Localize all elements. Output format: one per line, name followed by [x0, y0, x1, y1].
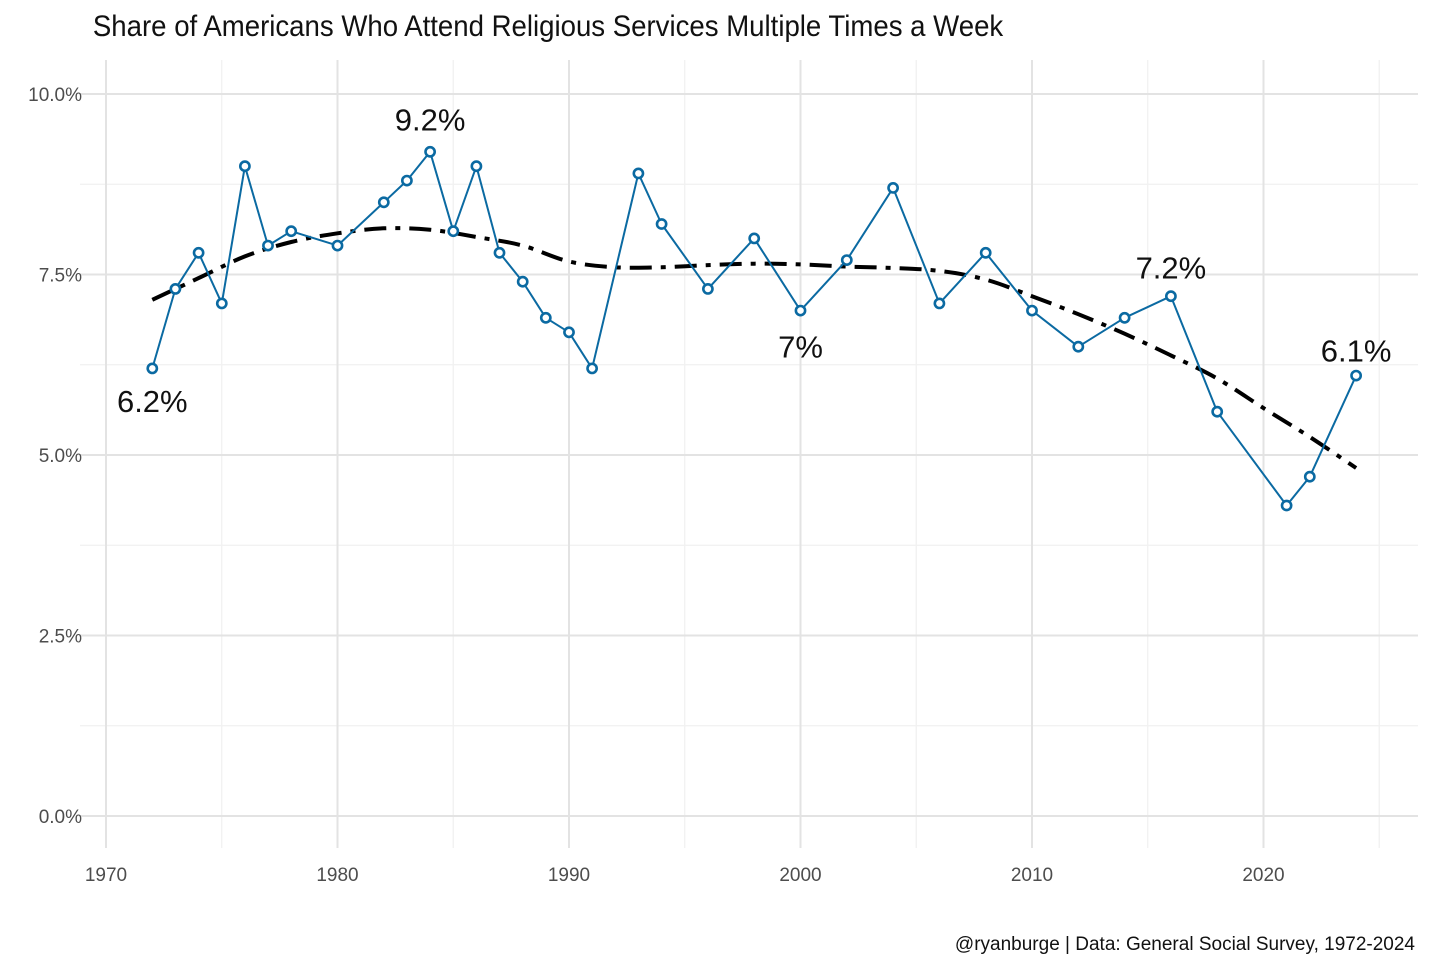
data-point	[586, 362, 598, 375]
data-point	[840, 254, 853, 266]
data-point	[447, 225, 460, 238]
data-point	[1026, 304, 1038, 317]
data-point	[1350, 369, 1362, 382]
data-point	[794, 304, 807, 317]
x-tick-label: 1980	[316, 865, 358, 886]
data-line	[151, 150, 1358, 507]
data-point	[470, 160, 483, 173]
annotation-labels: 6.2% 9.2% 7% 7.2% 6.1%	[117, 102, 1391, 419]
data-point	[192, 246, 205, 259]
y-tick-label: 10.0%	[28, 85, 82, 106]
data-point	[377, 196, 390, 209]
data-point	[493, 246, 506, 259]
data-point	[1303, 470, 1316, 483]
chart-title: Share of Americans Who Attend Religious …	[93, 10, 1004, 43]
data-point	[748, 232, 761, 245]
data-point	[702, 282, 714, 295]
data-point	[1211, 405, 1224, 418]
data-point	[887, 181, 899, 194]
data-point	[169, 282, 182, 295]
x-tick-label: 2010	[1011, 865, 1053, 886]
trend-line-layer	[151, 226, 1358, 470]
data-point	[1072, 340, 1085, 353]
data-point	[238, 160, 251, 173]
trend-line	[151, 226, 1358, 470]
y-tick-label: 2.5%	[39, 627, 82, 648]
y-tick-label: 0.0%	[39, 807, 82, 828]
chart-caption: @ryanburge | Data: General Social Survey…	[955, 934, 1416, 955]
data-point	[539, 311, 552, 324]
data-point	[632, 167, 645, 180]
x-tick-label: 1970	[85, 865, 127, 886]
annotation-label: 6.1%	[1321, 333, 1392, 368]
x-tick-labels: 1970 1980 1990 2000 2010 2020	[85, 865, 1285, 886]
data-point	[1280, 499, 1293, 512]
gridlines-major	[80, 60, 1418, 848]
data-point	[424, 145, 436, 158]
data-point	[933, 297, 946, 310]
data-point	[146, 362, 159, 375]
data-point	[285, 225, 298, 238]
y-tick-labels: 0.0% 2.5% 5.0% 7.5% 10.0%	[28, 85, 82, 828]
x-tick-label: 1990	[548, 865, 590, 886]
data-point	[655, 218, 668, 230]
data-line-layer	[151, 150, 1358, 507]
annotation-label: 7.2%	[1136, 250, 1207, 285]
data-point	[563, 326, 575, 339]
annotation-label: 6.2%	[117, 384, 188, 419]
data-point	[1118, 311, 1131, 324]
data-point	[979, 246, 992, 259]
data-point	[400, 174, 413, 187]
x-tick-label: 2020	[1242, 865, 1284, 886]
data-point	[262, 239, 274, 252]
data-point	[516, 275, 529, 288]
data-points-layer	[146, 145, 1362, 512]
annotation-label: 7%	[778, 330, 823, 365]
y-tick-label: 5.0%	[39, 446, 82, 467]
y-tick-label: 7.5%	[39, 266, 82, 287]
data-point	[215, 297, 228, 310]
data-point	[1165, 290, 1177, 303]
x-tick-label: 2000	[779, 865, 821, 886]
annotation-label: 9.2%	[395, 102, 466, 137]
data-point	[331, 239, 344, 252]
